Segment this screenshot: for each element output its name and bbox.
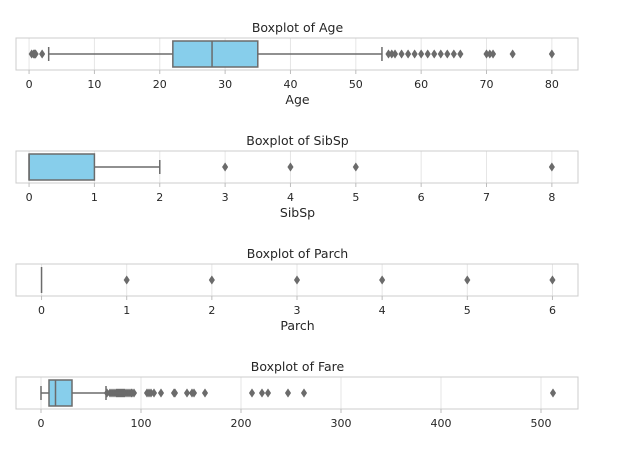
x-tick-label: 0 [38,304,45,317]
x-tick-label: 500 [531,417,552,430]
outlier-point [391,49,399,59]
x-tick-label: 3 [222,191,229,204]
outlier-point [171,388,179,398]
outlier-point [549,388,557,398]
iqr-box [28,153,96,181]
x-tick-label: 10 [87,78,101,91]
outlier-point [39,49,46,59]
x-tick-label: 2 [208,304,215,317]
plot-frame [15,37,579,71]
x-axis-label: SibSp [279,205,316,220]
x-tick-label: 5 [352,191,359,204]
x-tick-label: 0 [26,78,33,91]
x-tick-label: 8 [548,191,555,204]
x-tick-label: 1 [123,304,130,317]
outlier-point [457,49,464,59]
x-tick-label: 0 [26,191,33,204]
x-tick-label: 1 [91,191,98,204]
outlier-point [431,49,438,59]
x-tick-label: 100 [131,417,152,430]
outlier-point [32,49,39,59]
outlier-point [509,49,516,59]
outlier-point [300,388,308,398]
outlier-point [411,49,418,59]
x-tick-label: 300 [331,417,352,430]
x-tick-label: 2 [156,191,163,204]
x-axis-label: Parch [280,318,315,333]
outlier-point [464,275,471,285]
chart-title: Boxplot of Parch [246,246,349,261]
outlier-point [130,388,138,398]
x-tick-label: 0 [38,417,45,430]
outlier-point [548,49,555,59]
outlier-point [398,49,405,59]
x-tick-label: 4 [379,304,386,317]
x-tick-label: 40 [283,78,297,91]
outlier-point [352,162,359,172]
x-tick-label: 400 [431,417,452,430]
iqr-box [48,379,73,407]
sibsp-boxplot: 0 1 2 3 4 5 6 7 8 [15,150,579,204]
outlier-point [248,388,256,398]
x-tick-label: 60 [414,78,428,91]
outlier-point [258,388,266,398]
x-tick-label: 30 [218,78,232,91]
outlier-point [437,49,444,59]
x-tick-label: 7 [483,191,490,204]
outlier-point [293,275,301,285]
outlier-point [379,275,386,285]
outlier-point [150,388,158,398]
outlier-point [123,275,130,285]
outlier-point [183,388,191,398]
x-tick-label: 6 [418,191,425,204]
outlier-point [222,162,229,172]
outlier-point [404,49,412,59]
outlier-point [489,49,497,59]
plot-frame [15,376,579,410]
plot-frame [15,150,579,184]
outlier-point [450,49,457,59]
chart-title: Boxplot of Age [251,20,344,35]
chart-title: Boxplot of Fare [250,359,345,374]
x-tick-label: 50 [349,78,363,91]
x-tick-label: 80 [545,78,559,91]
x-tick-label: 200 [231,417,252,430]
outlier-point [444,49,451,59]
outlier-point [157,388,165,398]
x-tick-label: 5 [464,304,471,317]
iqr-box [172,40,259,68]
age-boxplot: 0 10 20 30 40 50 60 70 80 [15,37,579,91]
x-tick-label: 4 [287,191,294,204]
outlier-point [190,388,198,398]
x-tick-label: 70 [480,78,494,91]
x-tick-label: 20 [153,78,167,91]
outlier-point [424,49,431,59]
outlier-point [287,162,294,172]
x-axis-label: Age [285,92,310,107]
outlier-point [264,388,272,398]
chart-title: Boxplot of SibSp [246,133,349,148]
outlier-point [418,49,425,59]
outlier-point [284,388,292,398]
outlier-point [548,162,555,172]
fare-boxplot: 0 100 200 300 400 500 [15,376,579,430]
parch-boxplot: 0 1 2 3 4 5 6 [15,263,579,317]
x-tick-label: 6 [549,304,556,317]
outlier-point [549,275,556,285]
x-tick-label: 3 [294,304,301,317]
outlier-point [201,388,209,398]
outlier-point [208,275,215,285]
